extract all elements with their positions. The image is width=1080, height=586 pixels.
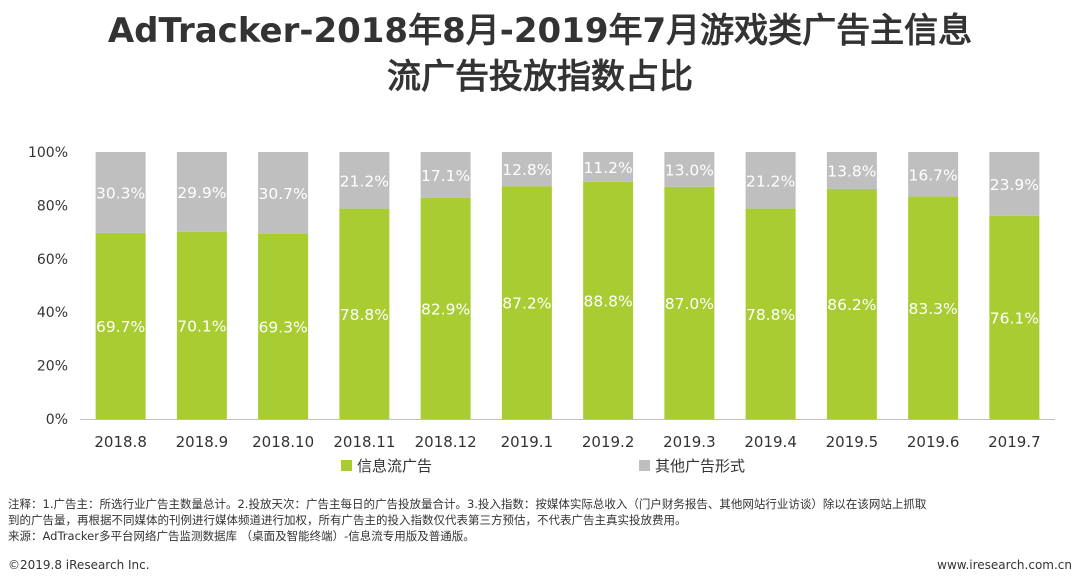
bar-data-label: 82.9% — [421, 300, 470, 318]
bar-data-label: 88.8% — [584, 292, 633, 310]
legend-swatch-feed-ads — [341, 460, 352, 471]
y-tick-label: 0% — [46, 412, 68, 428]
stacked-bar-chart: 0% 20% 40% 60% 80% 100% 69.7% 30.3% 2018.8 70.1% 2… — [28, 145, 1055, 475]
bar-segment-feed-ads — [258, 233, 309, 419]
note-line-1: 注释：1.广告主：所选行业广告主数量总计。2.投放天次：广告主每日的广告投放量合… — [8, 497, 927, 511]
bar-segment-feed-ads — [664, 186, 715, 419]
bar-segment-other-ads — [420, 152, 471, 198]
bar-segment-other-ads — [176, 152, 227, 232]
website-url: www.iresearch.com.cn — [937, 558, 1072, 572]
source-line: 来源：AdTracker多平台网络广告监测数据库 （桌面及智能终端）-信息流专用… — [8, 529, 475, 543]
bar-data-label: 29.9% — [177, 184, 226, 202]
x-tick-label: 2018.12 — [415, 433, 477, 451]
bar-segment-feed-ads — [826, 188, 877, 419]
y-tick-label: 60% — [37, 252, 68, 268]
bar-data-label: 13.8% — [827, 162, 876, 180]
x-tick-label: 2018.8 — [94, 433, 147, 451]
bar-segment-feed-ads — [583, 181, 634, 419]
bar-segment-feed-ads — [339, 208, 390, 419]
bar-data-label: 21.2% — [340, 172, 389, 190]
note-line-2: 到的广告量，再根据不同媒体的刊例进行媒体频道进行加权，所有广告主的投入指数仅代表… — [8, 513, 687, 527]
bar-segment-other-ads — [745, 152, 796, 209]
x-tick-label: 2018.9 — [176, 433, 229, 451]
bar-segment-feed-ads — [989, 215, 1040, 419]
chart-title-line-2: 流广告投放指数占比 — [387, 57, 693, 97]
chart-title-line-1: AdTracker-2018年8月-2019年7月游戏类广告主信息 — [107, 11, 973, 51]
bar-data-label: 11.2% — [584, 159, 633, 177]
bar-data-label: 30.3% — [96, 184, 145, 202]
x-tick-label: 2018.11 — [333, 433, 395, 451]
bar-data-label: 87.0% — [665, 295, 714, 313]
bar-data-label: 78.8% — [746, 306, 795, 324]
bar-data-label: 13.0% — [665, 161, 714, 179]
x-tick-label: 2019.2 — [582, 433, 635, 451]
bar-segment-other-ads — [501, 152, 552, 187]
bar-data-label: 69.3% — [259, 318, 308, 336]
bar-segment-feed-ads — [95, 232, 146, 419]
x-tick-label: 2019.4 — [744, 433, 797, 451]
bar-data-label: 86.2% — [827, 296, 876, 314]
footnote: 注释：1.广告主：所选行业广告主数量总计。2.投放天次：广告主每日的广告投放量合… — [8, 496, 1072, 544]
bar-data-label: 70.1% — [177, 317, 226, 335]
y-tick-label: 100% — [28, 145, 68, 161]
bar-data-label: 83.3% — [909, 300, 958, 318]
x-tick-label: 2019.1 — [501, 433, 554, 451]
x-tick-label: 2019.5 — [826, 433, 879, 451]
legend-swatch-other-ads — [639, 460, 650, 471]
bar-segment-feed-ads — [745, 208, 796, 419]
bar-segment-other-ads — [339, 152, 390, 209]
bar-segment-feed-ads — [176, 231, 227, 419]
bar-data-label: 21.2% — [746, 172, 795, 190]
bar-data-label: 76.1% — [990, 309, 1039, 327]
bar-segment-other-ads — [258, 152, 309, 234]
bar-segment-feed-ads — [420, 197, 471, 419]
bar-data-label: 12.8% — [502, 161, 551, 179]
bar-segment-other-ads — [826, 152, 877, 189]
bar-data-label: 23.9% — [990, 176, 1039, 194]
bar-segment-other-ads — [908, 152, 959, 197]
bar-data-label: 30.7% — [259, 185, 308, 203]
chart-title: AdTracker-2018年8月-2019年7月游戏类广告主信息 流广告投放指… — [0, 8, 1080, 100]
bar-data-label: 16.7% — [909, 166, 958, 184]
bar-segment-other-ads — [989, 152, 1040, 216]
legend-label: 其他广告形式 — [655, 457, 745, 475]
bar-segment-feed-ads — [908, 196, 959, 419]
bar-segment-feed-ads — [501, 186, 552, 419]
bar-data-label: 69.7% — [96, 318, 145, 336]
y-tick-label: 20% — [37, 359, 68, 375]
legend-label: 信息流广告 — [357, 457, 432, 475]
bar-segment-other-ads — [583, 152, 634, 182]
x-tick-label: 2019.3 — [663, 433, 716, 451]
bar-data-label: 17.1% — [421, 167, 470, 185]
x-tick-label: 2019.6 — [907, 433, 960, 451]
bar-segment-other-ads — [664, 152, 715, 187]
x-tick-label: 2018.10 — [252, 433, 314, 451]
bar-data-label: 78.8% — [340, 306, 389, 324]
bar-segment-other-ads — [95, 152, 146, 233]
y-tick-label: 40% — [37, 305, 68, 321]
y-tick-label: 80% — [37, 198, 68, 214]
copyright: ©2019.8 iResearch Inc. — [8, 558, 150, 572]
bar-data-label: 87.2% — [502, 295, 551, 313]
x-tick-label: 2019.7 — [988, 433, 1041, 451]
